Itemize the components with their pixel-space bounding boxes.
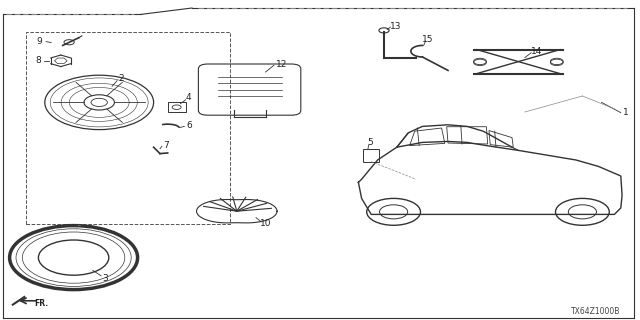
Bar [26,32,230,224]
Bar [363,149,379,162]
Text: 13: 13 [390,22,401,31]
Text: 14: 14 [531,47,542,56]
Text: 8: 8 [35,56,40,65]
Text: 3: 3 [103,274,108,283]
Text: TX64Z1000B: TX64Z1000B [570,307,620,316]
Text: 12: 12 [276,60,287,68]
Text: 1: 1 [623,108,628,117]
Text: 4: 4 [186,93,191,102]
Text: 15: 15 [422,35,433,44]
Text: 7: 7 [164,141,169,150]
Text: FR.: FR. [34,299,48,308]
Text: 10: 10 [260,220,271,228]
Text: 6: 6 [186,121,191,130]
Text: 5: 5 [367,138,372,147]
Text: 2: 2 [119,74,124,83]
Text: 9: 9 [37,37,42,46]
